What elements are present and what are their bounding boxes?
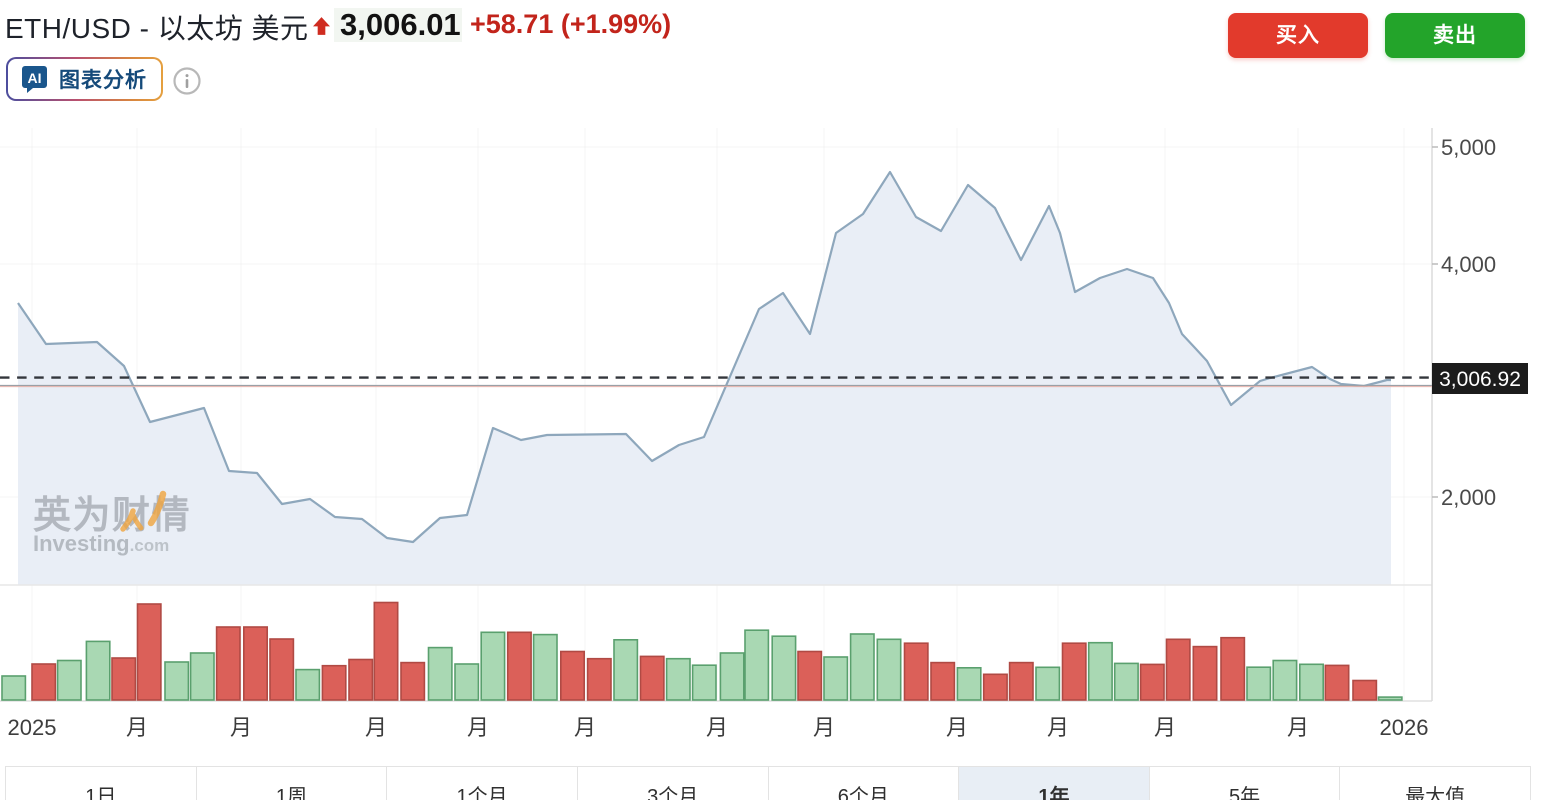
svg-text:月: 月 xyxy=(230,715,252,740)
svg-text:月: 月 xyxy=(946,715,968,740)
svg-text:2026: 2026 xyxy=(1380,715,1429,740)
svg-text:月: 月 xyxy=(706,715,728,740)
svg-text:月: 月 xyxy=(126,715,148,740)
svg-text:2,000: 2,000 xyxy=(1441,485,1496,510)
svg-text:月: 月 xyxy=(1047,715,1069,740)
svg-text:4,000: 4,000 xyxy=(1441,252,1496,277)
svg-text:月: 月 xyxy=(365,715,387,740)
svg-text:3,006.92: 3,006.92 xyxy=(1439,368,1521,391)
svg-text:5,000: 5,000 xyxy=(1441,135,1496,160)
svg-text:月: 月 xyxy=(1287,715,1309,740)
svg-text:月: 月 xyxy=(574,715,596,740)
svg-text:2025: 2025 xyxy=(8,715,57,740)
svg-text:月: 月 xyxy=(813,715,835,740)
svg-text:月: 月 xyxy=(1154,715,1176,740)
svg-text:Investing.com: Investing.com xyxy=(33,531,169,556)
svg-text:月: 月 xyxy=(467,715,489,740)
svg-text:AI: AI xyxy=(28,70,42,86)
